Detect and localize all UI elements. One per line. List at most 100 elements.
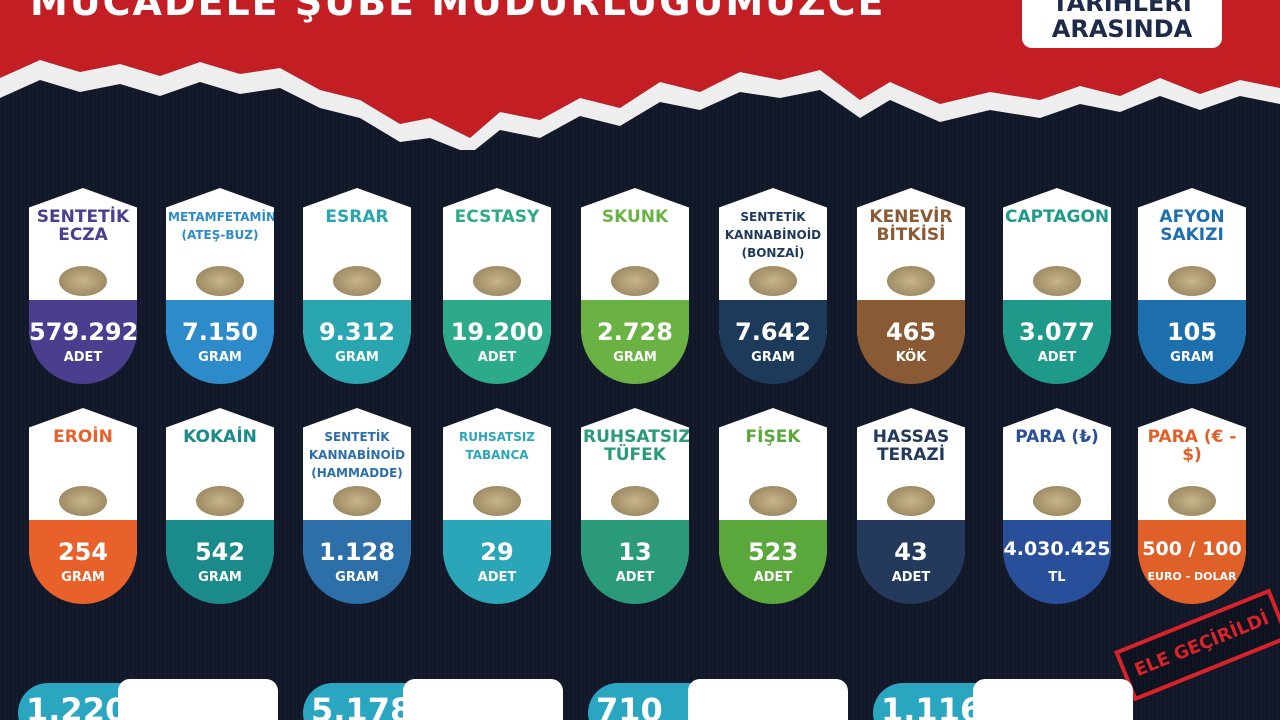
card-label: FİŞEK (745, 427, 801, 447)
card-value: 3.077 (1019, 318, 1095, 346)
card-unit: GRAM (198, 350, 242, 365)
card-unit: TL (1048, 570, 1066, 585)
card-icon (1168, 266, 1216, 296)
summary-image (688, 679, 848, 720)
card-value: 523 (747, 538, 799, 566)
card-value: 1.128 (319, 538, 395, 566)
card-unit: GRAM (198, 570, 242, 585)
summary-image (973, 679, 1133, 720)
card-icon (611, 266, 659, 296)
card-icon (59, 266, 107, 296)
card-icon (333, 486, 381, 516)
title: MÜCADELE ŞUBE MÜDÜRLÜĞÜMÜZCE (30, 0, 886, 24)
item-card: RUHSATSIZ TÜFEK 13 ADET (581, 408, 689, 606)
card-label: SKUNK (601, 207, 669, 227)
card-icon (611, 486, 659, 516)
item-card: PARA (€ - $) 500 / 100 EURO - DOLAR (1138, 408, 1246, 606)
summary-pill: 1.220 (18, 679, 278, 720)
torn-banner (0, 0, 1280, 150)
summary-value: 5.178 (311, 691, 413, 720)
card-unit: GRAM (335, 350, 379, 365)
card-unit: ADET (615, 570, 655, 585)
card-icon (1033, 486, 1081, 516)
summary-image (403, 679, 563, 720)
card-unit: ADET (1037, 350, 1077, 365)
card-unit: ADET (477, 570, 517, 585)
card-label: KENEVİR BİTKİSİ (869, 207, 953, 245)
card-bottom (1138, 520, 1246, 604)
date-line: TARİHLERİ (1052, 0, 1192, 17)
card-unit: EURO - DOLAR (1147, 570, 1237, 583)
card-bottom (1138, 300, 1246, 384)
card-icon (59, 486, 107, 516)
card-bottom (303, 300, 411, 384)
card-unit: GRAM (61, 570, 105, 585)
item-card: ESRAR 9.312 GRAM (303, 188, 411, 386)
card-unit: GRAM (1170, 350, 1214, 365)
card-value: 19.200 (450, 318, 544, 346)
card-bottom (166, 300, 274, 384)
card-bottom (857, 300, 965, 384)
item-card: KENEVİR BİTKİSİ 465 KÖK (857, 188, 965, 386)
card-unit: GRAM (751, 350, 795, 365)
card-bottom (719, 520, 827, 604)
card-value: 579.292 (29, 318, 139, 346)
card-icon (749, 266, 797, 296)
card-label: ECSTASY (454, 207, 540, 227)
item-card: KOKAİN 542 GRAM (166, 408, 274, 606)
card-icon (1033, 266, 1081, 296)
card-icon (333, 266, 381, 296)
card-value: 29 (480, 538, 514, 566)
card-icon (473, 266, 521, 296)
card-unit: ADET (753, 570, 793, 585)
card-value: 13 (618, 538, 652, 566)
card-icon (196, 266, 244, 296)
item-card: FİŞEK 523 ADET (719, 408, 827, 606)
card-label: ESRAR (325, 207, 389, 227)
item-card: EROİN 254 GRAM (29, 408, 137, 606)
item-card: PARA (₺) 4.030.425 TL (1003, 408, 1111, 606)
card-icon (887, 266, 935, 296)
card-unit: GRAM (613, 350, 657, 365)
card-bottom (303, 520, 411, 604)
card-bottom (1003, 300, 1111, 384)
date-box: TARİHLERİ ARASINDA (1022, 0, 1222, 48)
summary-image (118, 679, 278, 720)
card-bottom (581, 300, 689, 384)
item-card: SENTETİK KANNABİNOİD (BONZAİ) 7.642 GRAM (719, 188, 827, 386)
card-label: EROİN (53, 427, 113, 447)
card-bottom (857, 520, 965, 604)
card-unit: GRAM (335, 570, 379, 585)
card-label: CAPTAGON (1005, 207, 1110, 227)
summary-value: 1.220 (26, 691, 128, 720)
item-card: SENTETİK ECZA 579.292 ADET (29, 188, 139, 386)
card-value: 105 (1166, 318, 1218, 346)
card-icon (1168, 486, 1216, 516)
card-label: RUHSATSIZ TABANCA (458, 430, 536, 462)
card-label: AFYON SAKIZI (1159, 207, 1225, 245)
card-bottom (443, 520, 551, 604)
card-bottom (29, 520, 137, 604)
card-unit: ADET (891, 570, 931, 585)
card-bottom (581, 520, 689, 604)
card-value: 7.642 (735, 318, 811, 346)
card-bottom (719, 300, 827, 384)
card-label: KOKAİN (183, 427, 257, 447)
card-value: 500 / 100 (1142, 538, 1242, 560)
card-value: 2.728 (597, 318, 673, 346)
summary-value: 710 (596, 691, 663, 720)
card-label: SENTETİK ECZA (36, 207, 130, 245)
summary-pill: 5.178 (303, 679, 563, 720)
item-card: SENTETİK KANNABİNOİD (HAMMADDE) 1.128 GRAM (303, 408, 411, 606)
summary-pill: 1.116 (873, 679, 1133, 720)
item-card: METAMFETAMİN (ATEŞ-BUZ) 7.150 GRAM (166, 188, 274, 386)
date-line: ARASINDA (1051, 15, 1193, 43)
item-card: ECSTASY 19.200 ADET (443, 188, 551, 386)
card-unit: ADET (477, 350, 517, 365)
card-label: SENTETİK KANNABİNOİD (HAMMADDE) (308, 430, 406, 480)
card-value: 4.030.425 (1003, 538, 1111, 560)
card-unit: ADET (63, 350, 103, 365)
card-bottom (166, 520, 274, 604)
card-label: SENTETİK KANNABİNOİD (BONZAİ) (724, 210, 822, 260)
card-icon (473, 486, 521, 516)
